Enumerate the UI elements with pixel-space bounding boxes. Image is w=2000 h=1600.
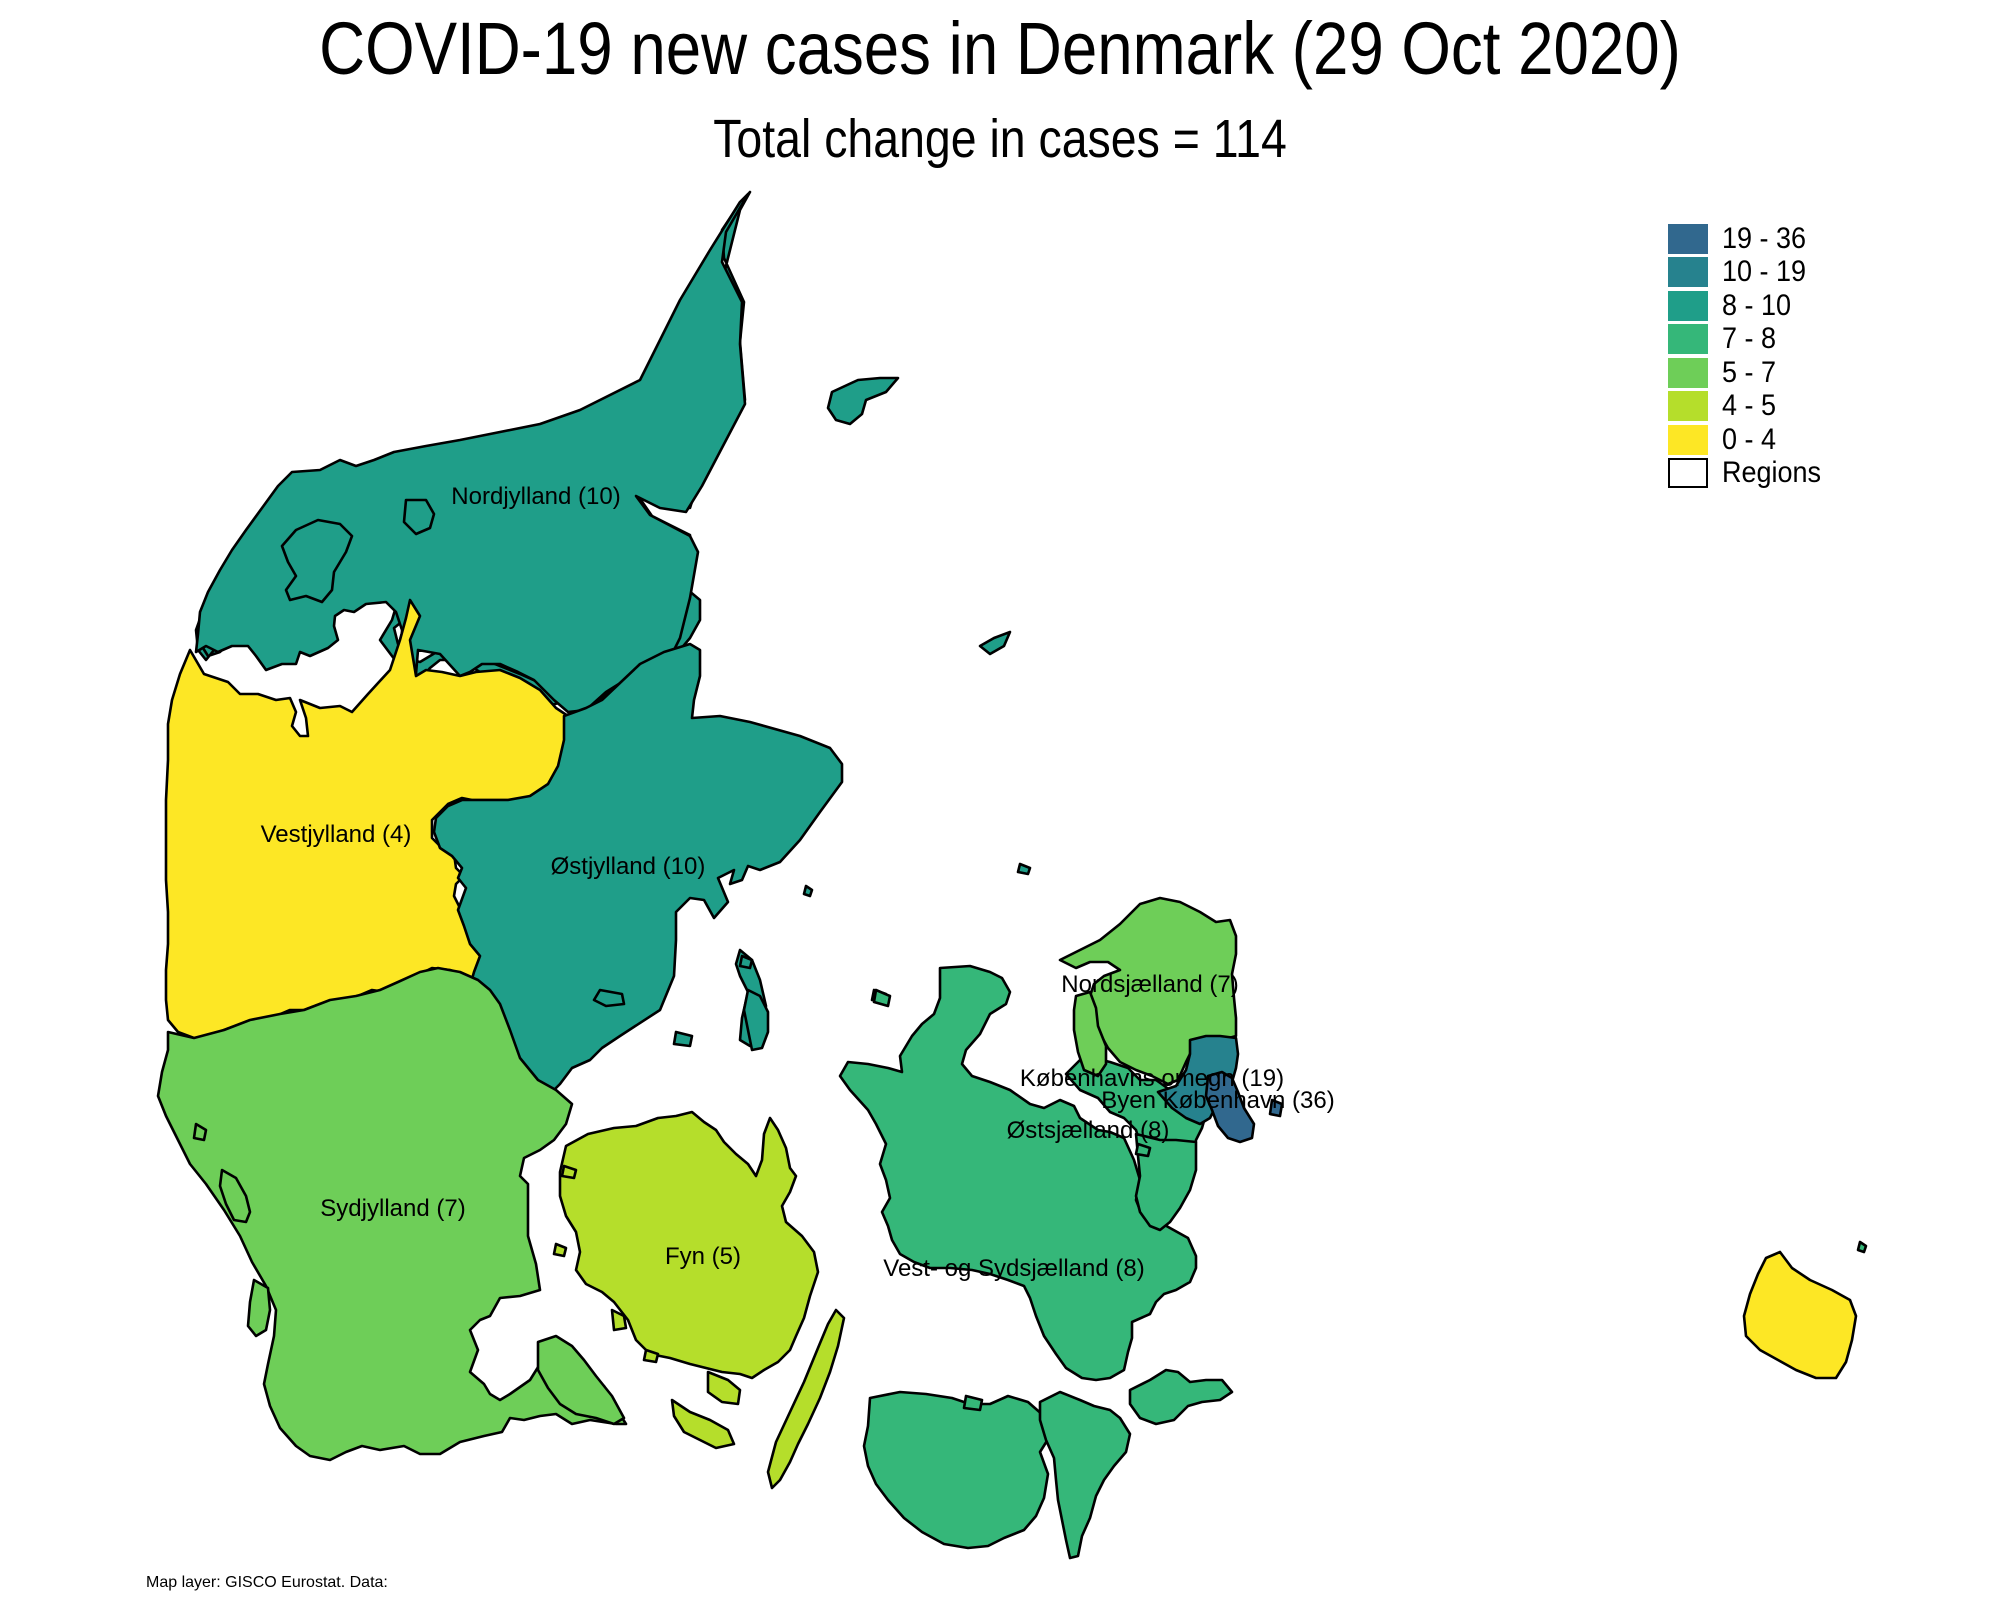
legend-item: 0 - 4 [1668, 423, 1832, 457]
island-anholt[interactable] [978, 630, 1012, 656]
island-samso[interactable] [742, 988, 770, 1052]
legend-label: Regions [1722, 456, 1822, 490]
legend-label: 10 - 19 [1722, 255, 1807, 289]
region-vest-sydsjaelland-shape[interactable] [838, 964, 1198, 1382]
island-small-e[interactable] [1134, 1142, 1152, 1158]
label-nordjylland: Nordjylland (10) [451, 483, 620, 510]
label-kobenhavns-omegn: Københavns omegn (19) [1020, 1065, 1284, 1092]
legend-item: 5 - 7 [1668, 356, 1832, 390]
legend-swatch [1668, 223, 1708, 254]
label-fyn: Fyn (5) [665, 1243, 741, 1270]
legend-label: 0 - 4 [1722, 422, 1777, 456]
island-ostjylland-small2[interactable] [592, 988, 626, 1008]
legend-swatch [1668, 458, 1708, 489]
map-caption: Map layer: GISCO Eurostat. Data: [146, 1574, 388, 1591]
legend-label: 8 - 10 [1722, 288, 1792, 322]
island-small-d[interactable] [672, 1030, 694, 1048]
island-small-c[interactable] [738, 954, 754, 970]
island-small-a[interactable] [1016, 862, 1032, 876]
label-vest-sydsjaelland: Vest- og Sydsjælland (8) [883, 1255, 1144, 1282]
legend-swatch [1668, 357, 1708, 388]
island-small-b[interactable] [802, 884, 814, 898]
legend-swatch [1668, 257, 1708, 288]
label-ostsjaelland: Østsjælland (8) [1007, 1117, 1170, 1144]
legend-label: 7 - 8 [1722, 322, 1777, 356]
island-small-g[interactable] [552, 1242, 568, 1258]
label-ostjylland: Østjylland (10) [551, 853, 706, 880]
island-sjaelland-small2[interactable] [962, 1394, 984, 1412]
region-nordjylland-mainland[interactable] [194, 192, 750, 714]
island-sejero[interactable] [872, 988, 892, 1008]
island-lolland[interactable] [862, 1390, 1052, 1550]
legend-swatch [1668, 290, 1708, 321]
legend-item: 7 - 8 [1668, 322, 1832, 357]
label-vestjylland: Vestjylland (4) [261, 821, 412, 848]
island-sydjylland-small[interactable] [192, 1122, 208, 1142]
region-ostjylland-shape[interactable] [432, 642, 844, 1092]
region-bornholm-shape[interactable] [1742, 1250, 1858, 1380]
legend-label: 4 - 5 [1722, 389, 1777, 423]
legend-swatch [1668, 324, 1708, 355]
label-sydjylland: Sydjylland (7) [320, 1195, 465, 1222]
island-falster[interactable] [1038, 1390, 1132, 1560]
label-nordsjaelland: Nordsjælland (7) [1061, 971, 1238, 998]
region-sydjylland[interactable] [156, 966, 628, 1462]
island-fyn-small1[interactable] [610, 1308, 628, 1332]
island-mon[interactable] [1128, 1368, 1234, 1426]
label-byen-kobenhavn: Byen København (36) [1101, 1087, 1334, 1114]
island-fyn-small2[interactable] [642, 1348, 660, 1364]
map-subtitle: Total change in cases = 114 [713, 109, 1287, 169]
island-langeland[interactable] [766, 1308, 846, 1490]
island-taasinge[interactable] [706, 1370, 742, 1406]
map-title: COVID-19 new cases in Denmark (29 Oct 20… [319, 7, 1681, 90]
legend-label: 19 - 36 [1722, 221, 1807, 255]
legend-item: Regions [1668, 456, 1832, 491]
region-bornholm[interactable] [1742, 1250, 1858, 1380]
island-small-h[interactable] [1856, 1240, 1868, 1254]
region-byen-kobenhavn-shape[interactable] [1204, 1070, 1256, 1144]
region-byen-kobenhavn[interactable] [1204, 1070, 1284, 1144]
region-ostsjaelland-main[interactable] [1134, 1132, 1198, 1232]
region-ostsjaelland[interactable] [1064, 1056, 1208, 1232]
legend-swatch [1668, 424, 1708, 455]
legend-label: 5 - 7 [1722, 355, 1777, 389]
island-als[interactable] [536, 1334, 626, 1426]
island-laeso[interactable] [826, 376, 900, 426]
island-romo[interactable] [246, 1278, 272, 1338]
legend-item: 19 - 36 [1668, 222, 1832, 256]
region-islands-kattegat [552, 376, 1868, 1258]
region-fyn[interactable] [558, 1110, 846, 1490]
region-vest-sydsjaelland[interactable] [838, 964, 1234, 1560]
legend-item: 4 - 5 [1668, 389, 1832, 424]
region-fyn-shape[interactable] [558, 1110, 820, 1380]
legend-swatch [1668, 391, 1708, 422]
region-nordjylland[interactable] [194, 190, 752, 714]
island-small-f[interactable] [560, 1164, 578, 1180]
island-aero[interactable] [670, 1398, 736, 1450]
island-amager-small[interactable] [1268, 1098, 1284, 1118]
legend-item: 8 - 10 [1668, 289, 1832, 323]
island-fano[interactable] [218, 1168, 252, 1224]
region-nordsjaelland-west[interactable] [1072, 990, 1108, 1078]
legend-item: 10 - 19 [1668, 255, 1832, 290]
